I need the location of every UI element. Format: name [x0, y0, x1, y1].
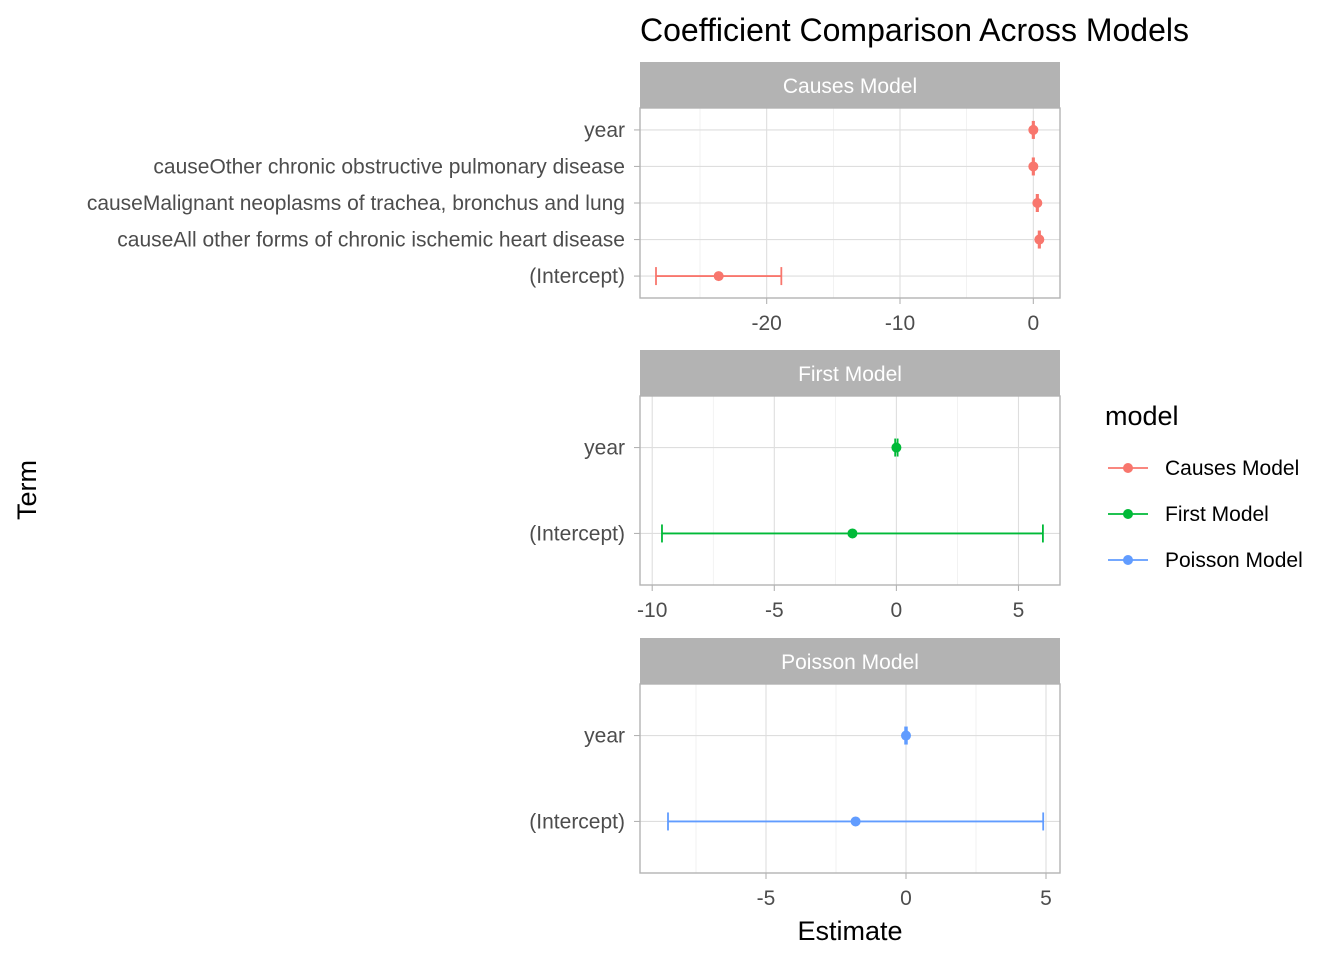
y-tick-label: year — [584, 119, 625, 142]
estimate-point-causeother-chronic-obstructive-pulmonary-disease — [1028, 161, 1039, 172]
estimate-point-year — [891, 442, 902, 453]
x-tick-label: -10 — [885, 312, 915, 335]
estimate-point-year — [1028, 124, 1039, 135]
estimate-point-intercept — [713, 271, 724, 282]
y-tick-label: causeAll other forms of chronic ischemic… — [117, 229, 625, 252]
panel-border — [639, 683, 1061, 874]
x-tick-label: 5 — [1013, 599, 1025, 622]
legend-label: Poisson Model — [1165, 549, 1303, 572]
panel-causes-model: Causes Model -20 -10 0 year causeOther chroni… — [87, 62, 1061, 335]
y-tick-label: year — [584, 725, 625, 748]
chart-title: Coefficient Comparison Across Models — [640, 12, 1189, 48]
legend-key-point — [1123, 463, 1133, 473]
legend-key-point — [1123, 509, 1133, 519]
estimate-point-causeall-other-forms-of-chronic-ischemic-heart-disease — [1034, 234, 1045, 245]
x-tick-label: -20 — [751, 312, 781, 335]
x-tick-label: -10 — [637, 599, 667, 622]
panel-poisson-model: Poisson Model -5 0 5 year (Intercept) — [529, 638, 1061, 910]
y-tick-label: (Intercept) — [529, 522, 625, 545]
panel-border — [639, 395, 1061, 586]
estimate-point-causemalignant-neoplasms-of-trachea-bronchus-and-lung — [1032, 198, 1043, 208]
y-tick-label: year — [584, 437, 625, 460]
legend-item-poisson-model: Poisson Model — [1108, 549, 1303, 572]
facet-panels: Causes Model -20 -10 0 year causeOther chroni… — [87, 62, 1061, 910]
legend: model Causes Model First Model Poisson Mod… — [1105, 401, 1303, 572]
facet-strip-label: First Model — [798, 363, 902, 386]
panel-border — [639, 107, 1061, 299]
estimate-point-intercept — [847, 528, 858, 539]
x-tick-label: -5 — [757, 887, 776, 910]
facet-strip-label: Causes Model — [783, 75, 917, 98]
y-axis-title: Term — [12, 460, 42, 520]
legend-label: First Model — [1165, 503, 1269, 526]
facet-strip-label: Poisson Model — [781, 651, 919, 674]
estimate-point-year — [901, 730, 911, 741]
y-tick-label: (Intercept) — [529, 810, 625, 833]
legend-key-point — [1123, 555, 1133, 565]
x-axis-title: Estimate — [797, 916, 902, 946]
panel-first-model: First Model -10 -5 0 5 year (Intercept) — [529, 350, 1061, 622]
x-tick-label: 0 — [900, 887, 912, 910]
legend-label: Causes Model — [1165, 457, 1299, 480]
legend-item-causes-model: Causes Model — [1108, 457, 1299, 480]
y-tick-label: causeMalignant neoplasms of trachea, bro… — [87, 192, 625, 215]
facet-strip — [640, 638, 1060, 684]
facet-strip — [640, 62, 1060, 108]
x-tick-label: 0 — [891, 599, 903, 622]
y-tick-label: (Intercept) — [529, 265, 625, 288]
legend-item-first-model: First Model — [1108, 503, 1269, 526]
x-tick-label: -5 — [765, 599, 784, 622]
x-tick-label: 0 — [1027, 312, 1039, 335]
x-tick-label: 5 — [1040, 887, 1052, 910]
facet-strip — [640, 350, 1060, 396]
y-tick-label: causeOther chronic obstructive pulmonary… — [153, 155, 625, 178]
estimate-point-intercept — [850, 816, 861, 827]
legend-title: model — [1105, 401, 1179, 431]
